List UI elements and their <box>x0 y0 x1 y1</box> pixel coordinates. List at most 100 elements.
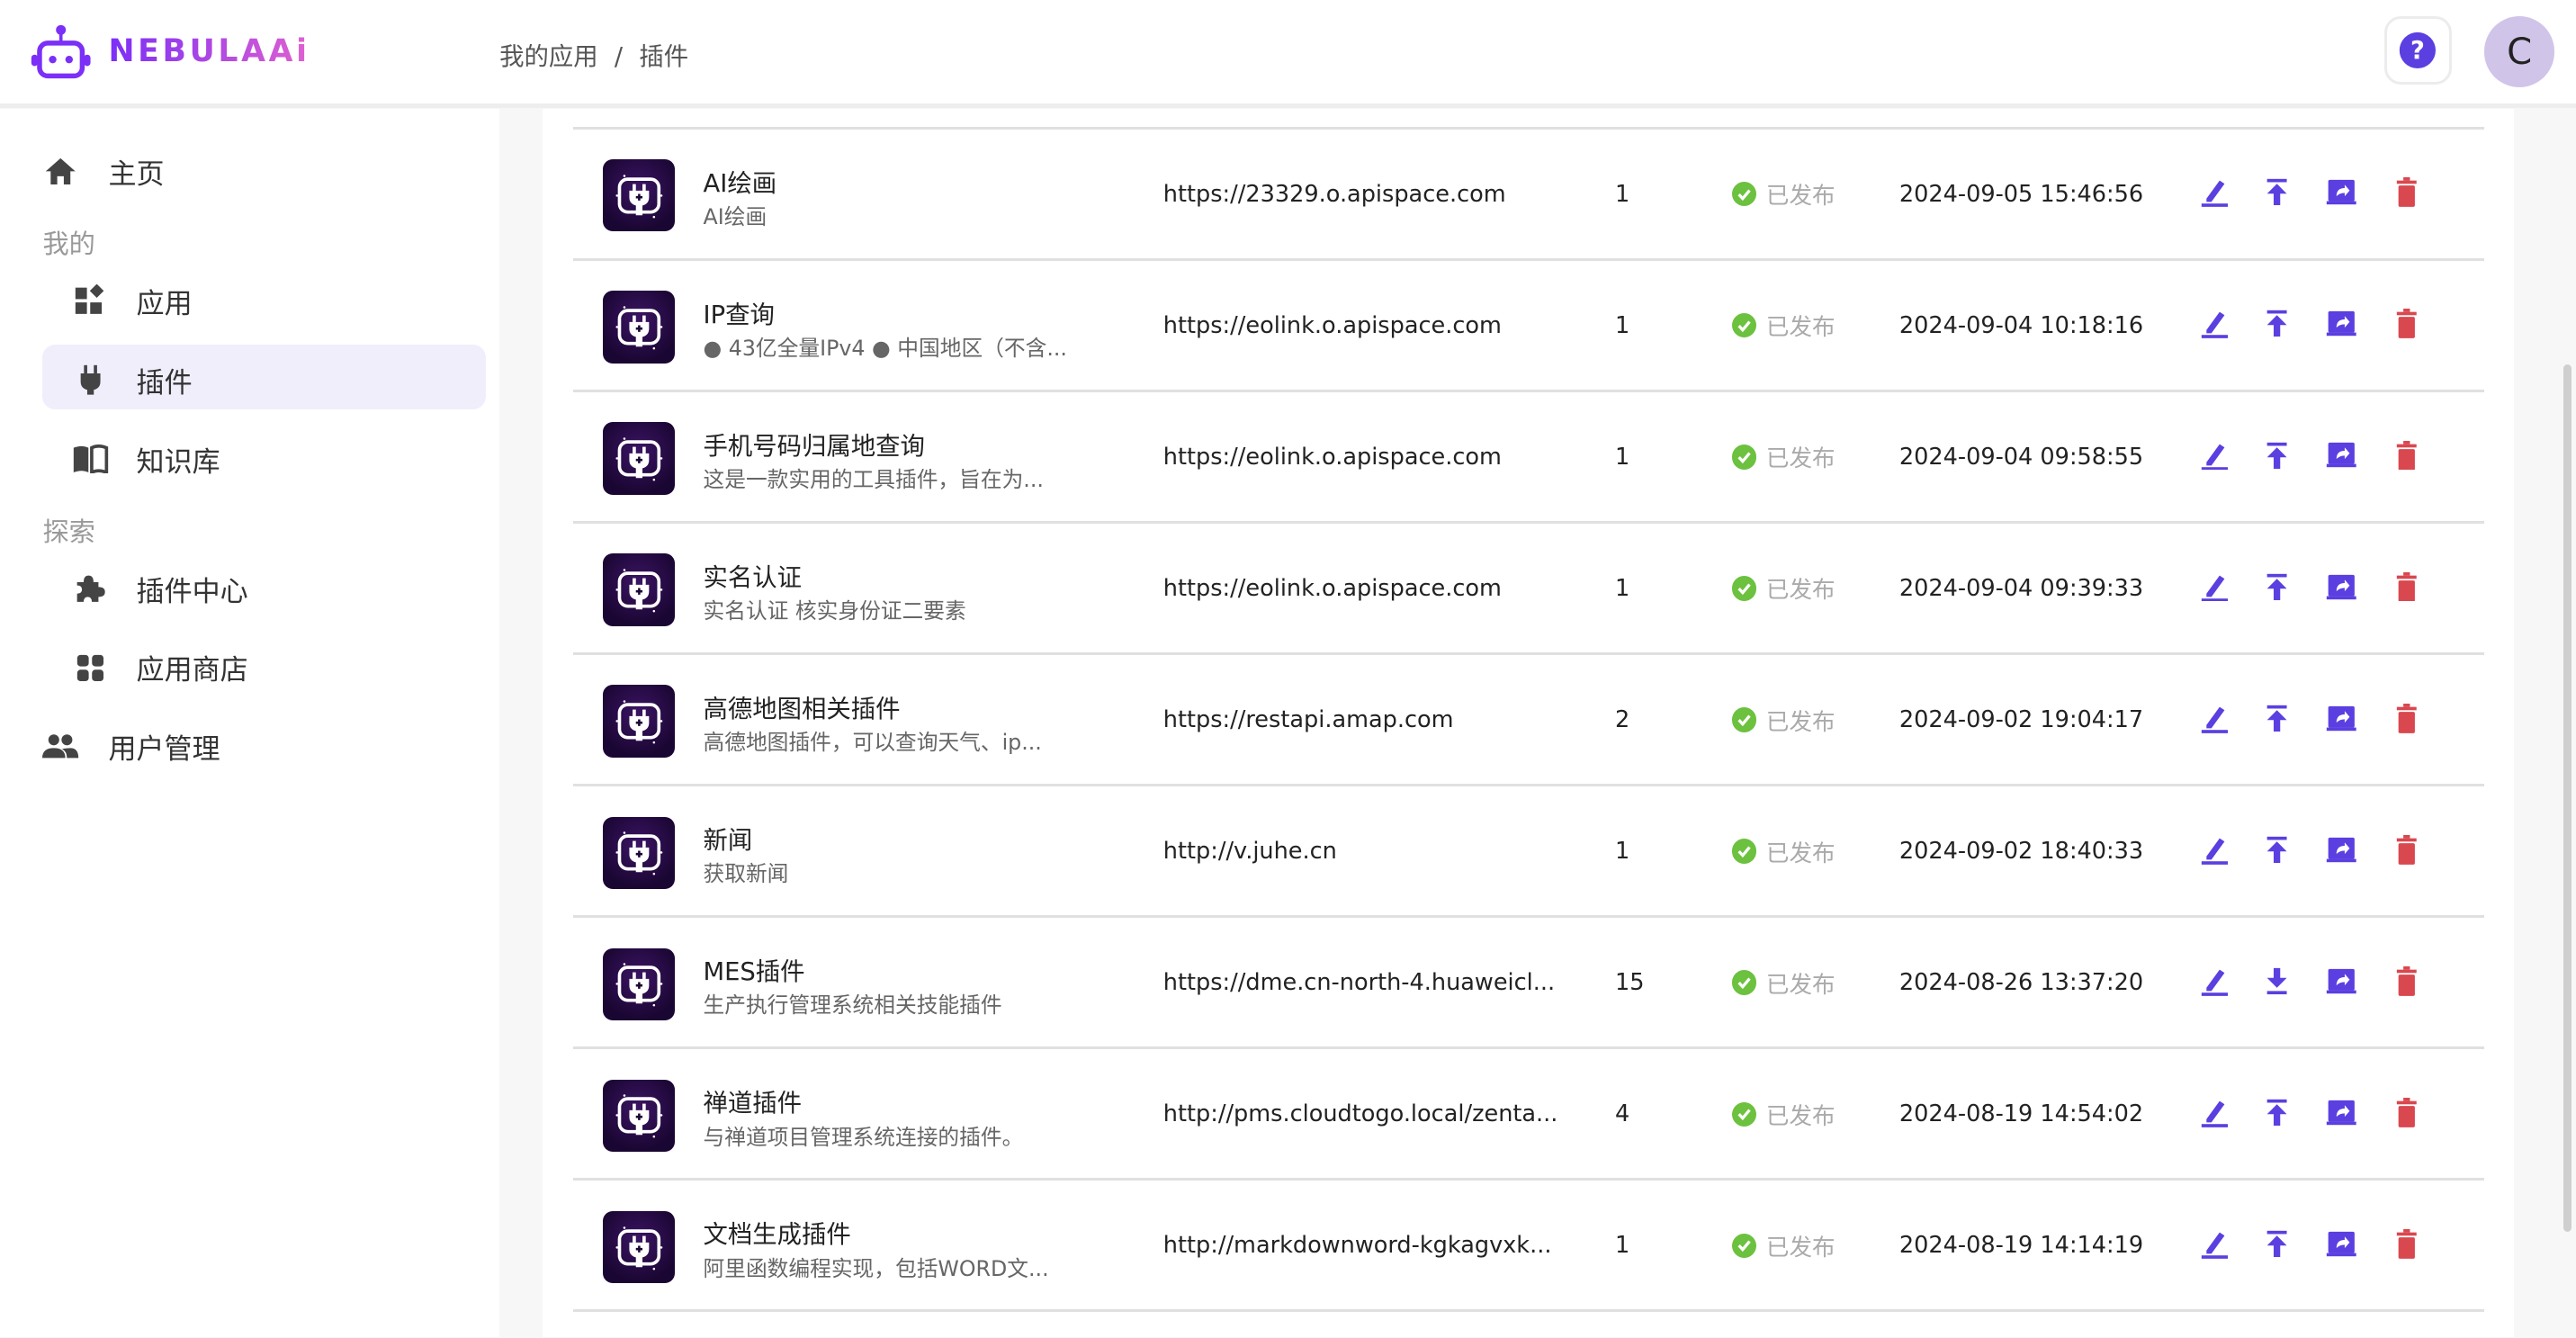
delete-button[interactable] <box>2391 440 2424 475</box>
trash-icon <box>2395 309 2419 345</box>
plugin-tool-count: 1 <box>1614 180 1630 208</box>
delete-button[interactable] <box>2391 309 2424 345</box>
unpublish-button[interactable] <box>2261 967 2294 1001</box>
edit-button[interactable] <box>2198 179 2231 212</box>
download-icon <box>2264 966 2290 1002</box>
plugin-row[interactable]: MES插件 生产执行管理系统相关技能插件 https://dme.cn-nort… <box>573 919 2484 1050</box>
share-button[interactable] <box>2325 573 2358 606</box>
sidebar-item-home[interactable]: 主页 <box>42 151 165 192</box>
scrollbar[interactable] <box>2563 364 2572 1233</box>
share-button[interactable] <box>2325 310 2358 344</box>
sidebar-item-users[interactable]: 用户管理 <box>42 726 220 767</box>
plugin-description: 这是一款实用的工具插件，旨在为... <box>703 467 1044 493</box>
plugin-url: http://v.juhe.cn <box>1162 838 1337 866</box>
help-button[interactable]: ? <box>2383 16 2452 85</box>
plugin-url: https://eolink.o.apispace.com <box>1162 575 1502 603</box>
status-badge: 已发布 <box>1731 966 1836 1000</box>
delete-button[interactable] <box>2391 177 2424 212</box>
status-text: 已发布 <box>1765 314 1836 342</box>
plugin-name[interactable]: 文档生成插件 <box>703 1221 851 1250</box>
plugin-name[interactable]: 高德地图相关插件 <box>703 696 901 724</box>
share-icon <box>2325 1099 2358 1133</box>
robot-logo-icon <box>31 24 91 78</box>
share-icon <box>2325 573 2358 607</box>
updated-time: 2024-08-19 14:14:19 <box>1898 1232 2144 1260</box>
top-header: NEBULAAi 我的应用 / 插件 ? C <box>0 0 2576 109</box>
share-button[interactable] <box>2325 967 2358 1001</box>
status-text: 已发布 <box>1765 577 1836 605</box>
publish-button[interactable] <box>2261 310 2294 344</box>
delete-button[interactable] <box>2391 965 2424 1001</box>
delete-button[interactable] <box>2391 703 2424 738</box>
plugin-name[interactable]: AI绘画 <box>703 169 777 198</box>
plugin-name[interactable]: MES插件 <box>703 958 805 987</box>
updated-time: 2024-08-19 14:54:02 <box>1898 1100 2144 1128</box>
sidebar-item-app-store[interactable]: 应用商店 <box>72 647 248 687</box>
edit-button[interactable] <box>2198 705 2231 738</box>
plugin-url: https://23329.o.apispace.com <box>1162 180 1506 208</box>
plugin-row[interactable]: 文档生成插件 阿里函数编程实现，包括WORD文... http://markdo… <box>573 1181 2484 1313</box>
plugin-tool-count: 1 <box>1614 1232 1630 1260</box>
user-avatar[interactable]: C <box>2483 16 2555 87</box>
plugin-row[interactable]: 高德地图相关插件 高德地图插件，可以查询天气、ip... https://res… <box>573 656 2484 786</box>
edit-icon <box>2200 966 2230 1002</box>
share-button[interactable] <box>2325 1100 2358 1133</box>
plugin-row[interactable]: 禅道插件 与禅道项目管理系统连接的插件。 http://pms.cloudtog… <box>573 1050 2484 1181</box>
status-badge: 已发布 <box>1731 177 1836 211</box>
sidebar-item-knowledge[interactable]: 知识库 <box>72 439 220 480</box>
edit-button[interactable] <box>2198 573 2231 606</box>
plugin-row[interactable]: AI绘画 AI绘画 https://23329.o.apispace.com 1… <box>573 130 2484 261</box>
edit-button[interactable] <box>2198 1100 2231 1133</box>
edit-button[interactable] <box>2198 1231 2231 1264</box>
share-icon <box>2325 836 2358 870</box>
plugin-name[interactable]: 实名认证 <box>703 564 803 592</box>
plugin-url: http://markdownword-kgkagvxk... <box>1162 1232 1552 1260</box>
edit-button[interactable] <box>2198 967 2231 1001</box>
plugin-name[interactable]: 禅道插件 <box>703 1090 803 1118</box>
publish-button[interactable] <box>2261 442 2294 475</box>
breadcrumb-my-apps[interactable]: 我的应用 <box>499 43 598 72</box>
plug-icon <box>72 362 108 398</box>
plugin-url: https://restapi.amap.com <box>1162 706 1454 734</box>
upload-icon <box>2264 441 2290 477</box>
status-badge: 已发布 <box>1731 571 1836 605</box>
plugin-row[interactable]: 手机号码归属地查询 这是一款实用的工具插件，旨在为... https://eol… <box>573 392 2484 524</box>
plugin-row[interactable]: 新闻 获取新闻 http://v.juhe.cn 1 已发布 2024-09-0… <box>573 787 2484 919</box>
share-button[interactable] <box>2325 179 2358 212</box>
share-button[interactable] <box>2325 442 2358 475</box>
logo[interactable]: NEBULAAi <box>30 23 310 79</box>
check-circle-icon <box>1731 1233 1756 1259</box>
delete-button[interactable] <box>2391 1228 2424 1264</box>
edit-button[interactable] <box>2198 310 2231 344</box>
plugin-name[interactable]: 新闻 <box>703 827 753 856</box>
sidebar-item-label: 应用 <box>136 288 193 321</box>
plugin-row[interactable]: 实名认证 实名认证 核实身份证二要素 https://eolink.o.apis… <box>573 524 2484 655</box>
divider <box>573 126 2484 130</box>
plugin-name[interactable]: 手机号码归属地查询 <box>703 432 925 461</box>
publish-button[interactable] <box>2261 573 2294 606</box>
plugin-row[interactable]: IP查询 ● 43亿全量IPv4 ● 中国地区（不含... https://eo… <box>573 261 2484 392</box>
status-text: 已发布 <box>1765 445 1836 473</box>
sidebar-item-apps[interactable]: 应用 <box>72 281 193 321</box>
upload-icon <box>2264 704 2290 740</box>
publish-button[interactable] <box>2261 1230 2294 1264</box>
edit-button[interactable] <box>2198 836 2231 869</box>
plugin-name[interactable]: IP查询 <box>703 301 775 329</box>
plugin-tool-count: 4 <box>1614 1100 1630 1128</box>
sidebar-item-plugins[interactable]: 插件 <box>72 360 193 400</box>
publish-button[interactable] <box>2261 836 2294 869</box>
publish-button[interactable] <box>2261 705 2294 738</box>
publish-button[interactable] <box>2261 1099 2294 1133</box>
edit-button[interactable] <box>2198 442 2231 475</box>
share-button[interactable] <box>2325 1231 2358 1264</box>
plugin-plug-icon <box>603 422 676 495</box>
share-button[interactable] <box>2325 836 2358 869</box>
delete-button[interactable] <box>2391 1097 2424 1133</box>
delete-button[interactable] <box>2391 834 2424 869</box>
delete-button[interactable] <box>2391 571 2424 606</box>
share-button[interactable] <box>2325 705 2358 738</box>
publish-button[interactable] <box>2261 179 2294 212</box>
sidebar-item-plugin-center[interactable]: 插件中心 <box>72 569 248 609</box>
plugin-url: https://eolink.o.apispace.com <box>1162 444 1502 471</box>
